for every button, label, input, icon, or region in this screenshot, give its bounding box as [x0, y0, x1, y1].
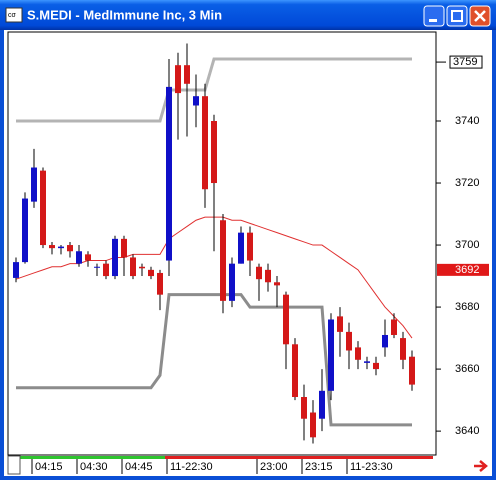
candle-body: [40, 170, 46, 246]
maximize-button[interactable]: [446, 5, 468, 27]
candle-body: [22, 198, 28, 263]
candle-body: [220, 220, 226, 301]
candle-body: [112, 238, 118, 277]
candle-body: [301, 397, 307, 419]
candle-body: [85, 254, 91, 261]
y-tick-label: 3700: [455, 239, 479, 251]
scroll-box[interactable]: [7, 455, 21, 475]
scroll-red: [165, 456, 433, 459]
x-tick-label: 04:15: [35, 461, 63, 473]
x-tick-label: 04:45: [125, 461, 153, 473]
window-title: S.MEDI - MedImmune Inc, 3 Min: [27, 7, 222, 22]
scroll-green: [20, 456, 165, 459]
candle-body: [157, 272, 163, 295]
candle-body: [292, 344, 298, 398]
last-price-label: 3692: [455, 264, 479, 276]
candle-body: [202, 96, 208, 190]
candle-body: [103, 263, 109, 277]
candle-body: [94, 266, 100, 268]
candle-body: [49, 245, 55, 249]
candle-body: [175, 65, 181, 94]
candle-body: [247, 232, 253, 261]
candle-body: [265, 269, 271, 283]
candle-body: [166, 86, 172, 261]
candle-body: [409, 356, 415, 385]
candle-body: [355, 347, 361, 360]
candle-body: [184, 65, 190, 84]
candle-body: [364, 361, 370, 363]
title-bar: [0, 0, 496, 30]
candle-body: [382, 334, 388, 348]
candle-body: [13, 262, 19, 278]
candle-body: [67, 245, 73, 252]
app-icon: [5, 7, 23, 23]
x-tick-label: 11-22:30: [170, 461, 213, 473]
last-price-box: [437, 263, 489, 276]
upper-marker-box: [449, 55, 483, 69]
minimize-button[interactable]: [423, 5, 445, 27]
candle-body: [328, 319, 334, 391]
indicator-line: [16, 293, 412, 427]
candle-body: [229, 263, 235, 301]
candle-body: [256, 266, 262, 280]
x-tick-label: 04:30: [80, 461, 108, 473]
candle-body: [274, 282, 280, 286]
candle-body: [310, 412, 316, 438]
y-tick-label: 3740: [455, 115, 479, 127]
candle-body: [139, 266, 145, 269]
candle-body: [346, 331, 352, 351]
icon-glyph: cσ: [8, 12, 17, 19]
candle-body: [283, 294, 289, 345]
candle-body: [193, 96, 199, 106]
candle-body: [121, 238, 127, 258]
y-tick-label: 3680: [455, 301, 479, 313]
close-button[interactable]: [469, 5, 491, 27]
candle-body: [148, 269, 154, 277]
candle-body: [337, 316, 343, 332]
candle-body: [319, 390, 325, 419]
x-tick-label: 23:15: [305, 461, 333, 473]
candle-body: [76, 251, 82, 264]
scroll-arrow[interactable]: [474, 460, 488, 472]
indicator-line: [16, 57, 412, 123]
y-tick-label: 3660: [455, 363, 479, 375]
x-tick-label: 23:00: [260, 461, 288, 473]
upper-marker-label: 3759: [453, 56, 477, 68]
candle-body: [373, 362, 379, 370]
y-tick-label: 3720: [455, 177, 479, 189]
candle-body: [130, 257, 136, 277]
y-tick-label: 3640: [455, 425, 479, 437]
candle-body: [58, 246, 64, 249]
candle-body: [31, 167, 37, 202]
candle-body: [211, 121, 217, 184]
x-tick-label: 11-23:30: [350, 461, 393, 473]
candle-body: [391, 319, 397, 335]
candle-body: [400, 338, 406, 360]
candle-body: [238, 232, 244, 264]
